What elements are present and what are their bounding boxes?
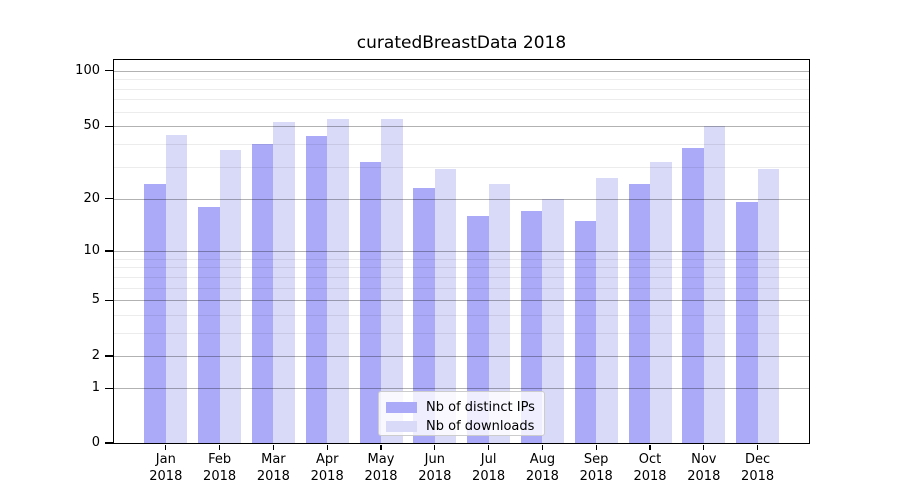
minor-gridline [114,99,809,101]
bar-distinct-ips-dec [736,202,758,443]
x-tick [541,445,544,450]
y-tick [105,387,113,390]
legend: Nb of distinct IPs Nb of downloads [378,391,545,436]
x-tick-label: Feb 2018 [203,452,237,484]
bar-downloads-mar [273,121,295,443]
y-tick-label: 20 [83,190,100,206]
x-tick-label: Mar 2018 [256,452,290,484]
y-tick [105,250,113,252]
x-tick-label: Jan 2018 [149,452,183,484]
x-tick [326,445,328,450]
legend-label: Nb of distinct IPs [426,399,535,415]
y-tick-label: 0 [91,435,100,450]
major-gridline [114,70,809,72]
y-tick [105,442,113,444]
x-tick [649,445,651,450]
x-tick-label: Nov 2018 [687,452,721,484]
y-tick-label: 100 [75,62,100,78]
chart-title: curatedBreastData 2018 [356,33,567,53]
x-tick [595,445,597,450]
y-tick-label: 10 [83,243,100,258]
y-tick-label: 1 [91,380,100,396]
x-tick [165,445,167,450]
bar-downloads-nov [703,126,726,443]
bar-downloads-sep [596,178,618,443]
plot-area: Nb of distinct IPs Nb of downloads [113,59,810,444]
legend-swatch-distinct-ips [386,402,417,413]
bar-distinct-ips-may [359,161,381,443]
x-tick-label: May 2018 [364,452,398,484]
y-tick-label: 2 [91,348,100,363]
x-tick [380,445,382,450]
x-tick [756,445,759,450]
minor-gridline [114,79,809,80]
legend-swatch-downloads [386,421,417,432]
minor-gridline [114,111,809,113]
bar-downloads-jun [434,169,457,443]
x-tick-label: Dec 2018 [741,452,775,484]
bar-downloads-oct [650,161,672,443]
bar-distinct-ips-mar [251,144,274,443]
bar-downloads-may [381,118,403,443]
bar-downloads-jul [488,184,511,443]
y-tick [105,125,113,127]
bar-distinct-ips-sep [574,220,597,443]
x-tick-label: Sep 2018 [579,452,613,484]
bar-distinct-ips-nov [682,148,704,443]
y-tick [105,197,113,200]
bar-distinct-ips-jul [467,215,489,443]
x-tick [272,445,275,450]
legend-row: Nb of distinct IPs [386,398,544,417]
x-tick-label: Oct 2018 [633,452,667,484]
y-tick-label: 50 [83,118,100,134]
bar-downloads-apr [327,118,349,443]
bar-downloads-feb [219,150,242,443]
x-tick-label: Aug 2018 [525,452,559,484]
x-tick-label: Jun 2018 [418,452,452,484]
minor-gridline [114,88,809,90]
legend-row: Nb of downloads [386,417,544,436]
bar-distinct-ips-oct [628,184,650,443]
bar-downloads-aug [542,198,564,443]
x-tick [434,445,436,450]
y-tick-label: 5 [91,292,100,308]
bar-downloads-dec [757,169,780,443]
bar-downloads-jan [165,134,188,443]
y-tick [105,299,113,301]
y-tick [105,69,113,72]
bar-distinct-ips-jun [413,187,435,443]
legend-label: Nb of downloads [426,418,535,434]
bar-distinct-ips-feb [198,206,220,443]
bar-distinct-ips-jan [144,184,166,443]
x-tick [218,445,221,450]
x-tick [703,445,705,450]
bar-distinct-ips-apr [305,136,328,443]
x-tick [487,445,490,450]
y-tick [105,355,113,357]
x-tick-label: Apr 2018 [310,452,344,484]
x-tick-label: Jul 2018 [472,452,506,484]
bar-distinct-ips-aug [520,211,543,443]
